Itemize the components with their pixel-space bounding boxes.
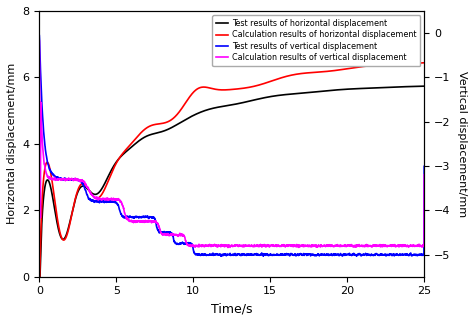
Calculation results of vertical displacement xyxy=(81,180,86,184)
Test results of vertical displacement xyxy=(414,252,419,256)
Calculation results of vertical displacement xyxy=(36,39,42,43)
Test results of horizontal displacement xyxy=(81,184,86,188)
Test results of vertical displacement xyxy=(421,165,427,168)
Test results of horizontal displacement xyxy=(414,84,419,88)
X-axis label: Time/s: Time/s xyxy=(211,302,253,315)
Calculation results of vertical displacement xyxy=(414,244,419,248)
Test results of horizontal displacement xyxy=(421,84,427,88)
Calculation results of horizontal displacement xyxy=(201,85,207,89)
Calculation results of horizontal displacement xyxy=(184,99,190,103)
Calculation results of vertical displacement xyxy=(373,244,378,248)
Calculation results of horizontal displacement xyxy=(421,61,427,65)
Y-axis label: Vertical displacement/mm: Vertical displacement/mm xyxy=(457,71,467,217)
Line: Test results of horizontal displacement: Test results of horizontal displacement xyxy=(39,86,424,277)
Test results of vertical displacement xyxy=(103,200,109,204)
Test results of vertical displacement xyxy=(36,34,42,38)
Test results of horizontal displacement xyxy=(372,86,378,90)
Calculation results of horizontal displacement xyxy=(103,184,109,188)
Test results of vertical displacement xyxy=(201,253,207,257)
Test results of horizontal displacement xyxy=(184,117,190,121)
Line: Test results of vertical displacement: Test results of vertical displacement xyxy=(39,36,424,256)
Legend: Test results of horizontal displacement, Calculation results of horizontal displ: Test results of horizontal displacement,… xyxy=(212,15,420,66)
Calculation results of vertical displacement xyxy=(184,242,190,245)
Test results of vertical displacement xyxy=(373,253,378,257)
Calculation results of horizontal displacement xyxy=(81,182,86,185)
Calculation results of vertical displacement xyxy=(201,243,207,247)
Calculation results of horizontal displacement xyxy=(372,63,378,67)
Test results of vertical displacement xyxy=(184,242,190,246)
Calculation results of horizontal displacement xyxy=(36,275,42,279)
Test results of vertical displacement xyxy=(219,254,224,258)
Line: Calculation results of vertical displacement: Calculation results of vertical displace… xyxy=(39,41,424,248)
Y-axis label: Horizontal displacement/mm: Horizontal displacement/mm xyxy=(7,63,17,224)
Calculation results of vertical displacement xyxy=(103,197,109,201)
Calculation results of vertical displacement xyxy=(225,246,231,250)
Calculation results of vertical displacement xyxy=(421,173,427,176)
Test results of vertical displacement xyxy=(81,183,86,187)
Calculation results of horizontal displacement xyxy=(414,62,419,65)
Line: Calculation results of horizontal displacement: Calculation results of horizontal displa… xyxy=(39,63,424,277)
Test results of horizontal displacement xyxy=(103,179,109,183)
Test results of horizontal displacement xyxy=(36,275,42,279)
Test results of horizontal displacement xyxy=(201,109,207,113)
